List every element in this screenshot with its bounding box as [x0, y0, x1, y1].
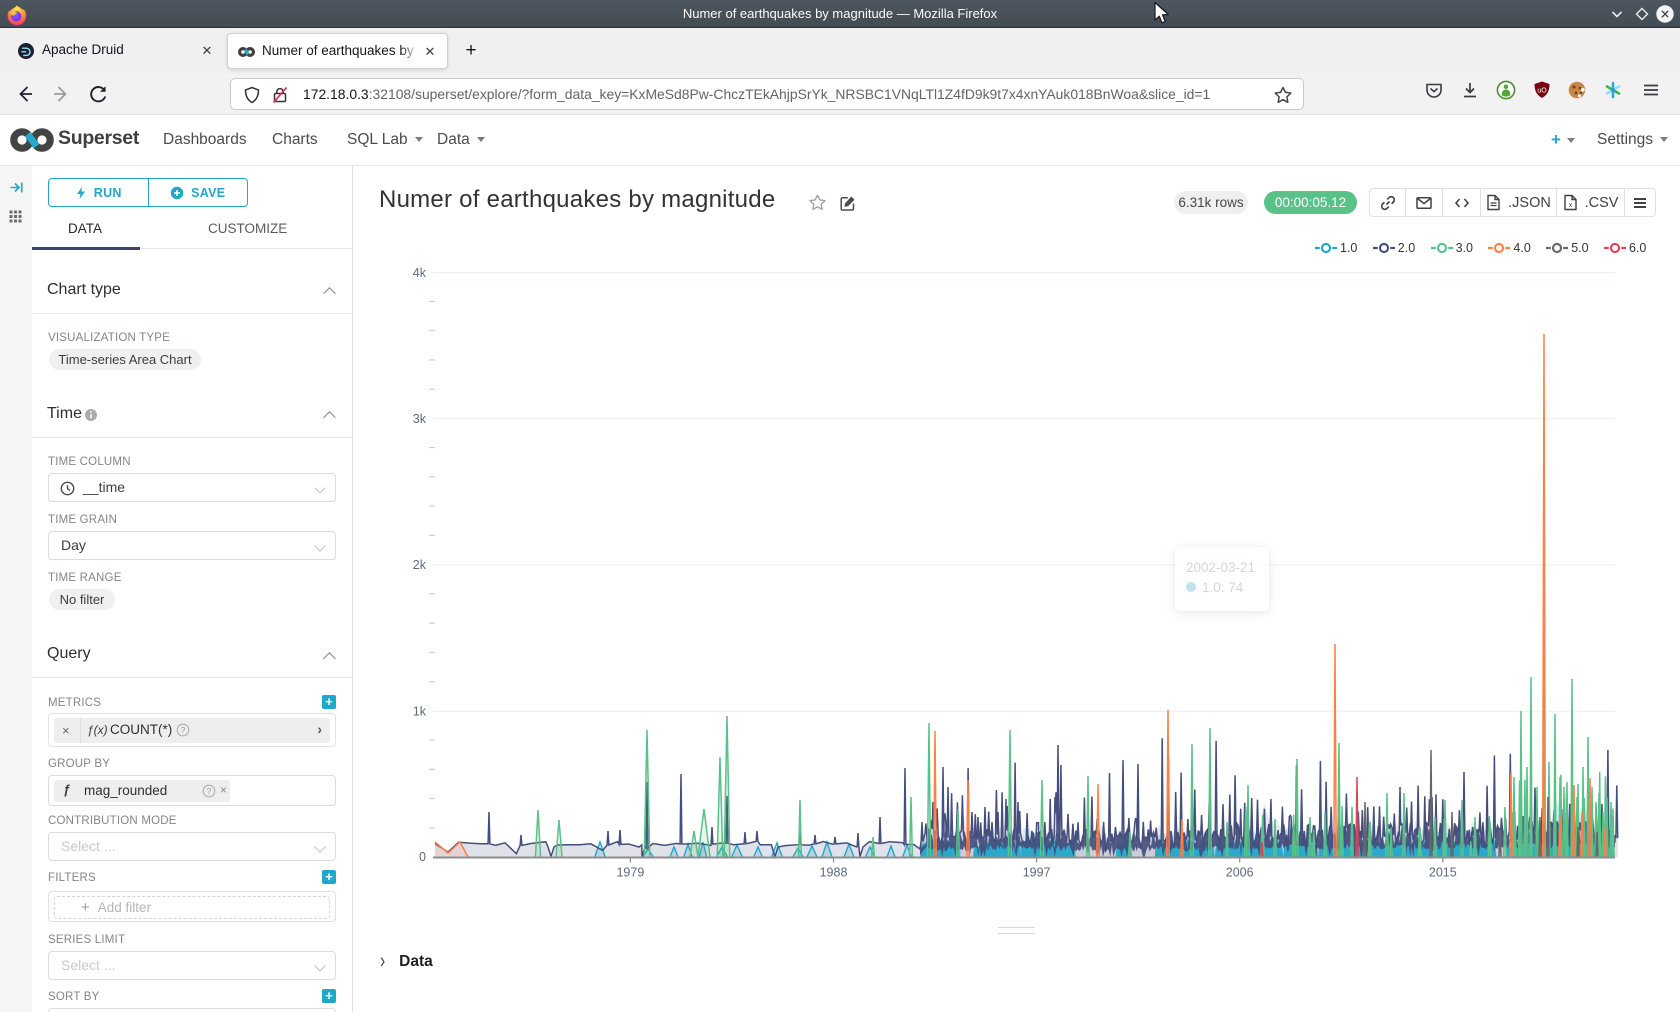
- svg-text:1k: 1k: [413, 704, 427, 718]
- svg-text:0: 0: [419, 850, 426, 864]
- svg-text:1979: 1979: [616, 866, 644, 880]
- svg-text:uO: uO: [1537, 88, 1547, 95]
- svg-text:3k: 3k: [413, 412, 427, 426]
- svg-text:1988: 1988: [820, 866, 848, 880]
- svg-text:2006: 2006: [1226, 866, 1254, 880]
- svg-text:x: x: [1568, 202, 1572, 209]
- svg-text:2015: 2015: [1429, 866, 1457, 880]
- svg-text:4k: 4k: [413, 266, 427, 280]
- svg-text:?: ?: [207, 786, 212, 796]
- svg-text:2k: 2k: [413, 558, 427, 572]
- svg-text:?: ?: [181, 725, 186, 735]
- svg-text:1997: 1997: [1023, 866, 1051, 880]
